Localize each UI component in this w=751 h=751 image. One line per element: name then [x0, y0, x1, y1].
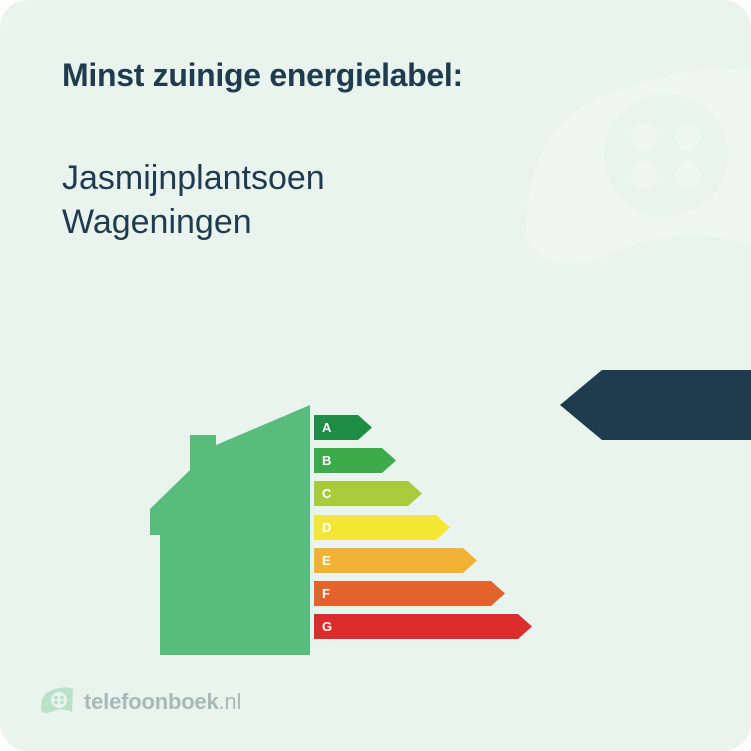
energy-bar-a: A: [314, 415, 532, 440]
bar-shape: [314, 581, 505, 606]
bar-shape: [314, 515, 450, 540]
bar-label: B: [322, 448, 331, 473]
energy-chart: ABCDEFG E: [150, 370, 750, 670]
card: Minst zuinige energielabel: Jasmijnplant…: [0, 0, 751, 751]
address-line-2: Wageningen: [62, 203, 252, 241]
brand-book-icon: [40, 687, 74, 717]
bar-label: C: [322, 481, 331, 506]
energy-bars: ABCDEFG: [314, 415, 532, 647]
energy-bar-g: G: [314, 614, 532, 639]
energy-bar-f: F: [314, 581, 532, 606]
brand-tld: .nl: [219, 689, 242, 714]
bar-label: F: [322, 581, 330, 606]
energy-bar-e: E: [314, 548, 532, 573]
energy-bar-d: D: [314, 515, 532, 540]
brand-text: telefoonboek.nl: [84, 689, 241, 715]
footer: telefoonboek.nl: [40, 687, 241, 717]
badge-shape: [560, 370, 751, 440]
house-icon: [150, 405, 310, 655]
selected-badge: E: [560, 370, 751, 445]
bar-label: E: [322, 548, 331, 573]
address-line-1: Jasmijnplantsoen: [62, 159, 325, 197]
bar-label: D: [322, 515, 331, 540]
energy-bar-c: C: [314, 481, 532, 506]
bar-label: A: [322, 415, 331, 440]
watermark-book-icon: [516, 55, 751, 315]
brand-name: telefoonboek: [84, 689, 219, 714]
bar-shape: [314, 548, 477, 573]
bar-shape: [314, 614, 532, 639]
energy-bar-b: B: [314, 448, 532, 473]
bar-label: G: [322, 614, 332, 639]
